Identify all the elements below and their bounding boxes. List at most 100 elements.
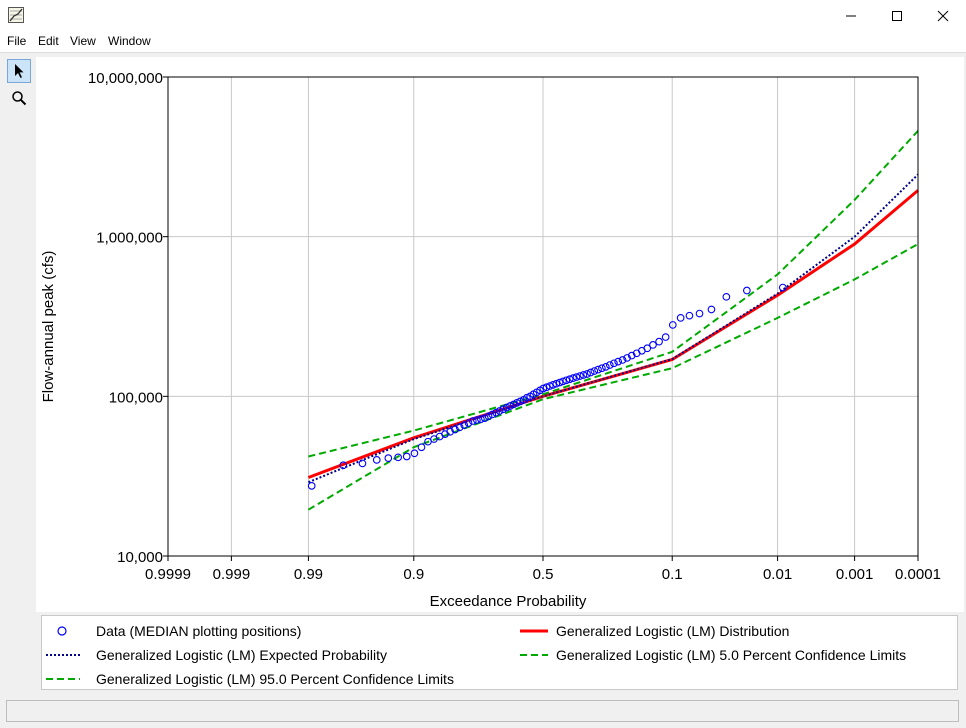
zoom-tool-button[interactable] — [7, 86, 31, 110]
magnifier-zoom-icon — [12, 91, 27, 106]
menu-window[interactable]: Window — [108, 34, 151, 48]
data-point — [655, 337, 663, 346]
data-point — [559, 377, 567, 386]
data-point — [778, 283, 787, 292]
data-point — [685, 311, 694, 320]
data-point — [484, 412, 493, 421]
data-point — [446, 427, 455, 436]
data-point — [417, 443, 426, 452]
data-point — [598, 364, 606, 373]
series-line-2 — [308, 173, 919, 484]
data-point — [488, 410, 497, 419]
maximize-button[interactable] — [874, 0, 920, 31]
data-point — [572, 373, 581, 381]
legend-entry-data: Data (MEDIAN plotting positions) — [50, 620, 301, 642]
legend-label-data: Data (MEDIAN plotting positions) — [96, 623, 302, 639]
x-tick-label: 0.99 — [294, 566, 323, 583]
data-point — [707, 305, 716, 314]
data-point — [402, 452, 411, 461]
data-point — [579, 371, 588, 379]
data-point — [643, 344, 652, 353]
series-line-4 — [307, 243, 919, 511]
data-point — [451, 425, 459, 434]
data-point — [605, 361, 614, 369]
title-bar — [0, 0, 966, 31]
x-tick-label: 0.5 — [533, 566, 554, 583]
data-point — [549, 381, 557, 389]
data-point — [542, 383, 551, 392]
legend-symbol-dotted-line — [46, 654, 80, 656]
data-point — [618, 356, 627, 364]
legend-label-distribution: Generalized Logistic (LM) Distribution — [556, 623, 790, 639]
data-point — [594, 365, 602, 374]
pointer-tool-button[interactable] — [7, 59, 31, 83]
data-point — [307, 482, 316, 490]
menu-edit[interactable]: Edit — [38, 34, 59, 48]
data-point — [477, 415, 485, 423]
data-point — [565, 375, 574, 384]
legend-entry-expected-probability: Generalized Logistic (LM) Expected Proba… — [42, 644, 387, 666]
frequency-curve-chart[interactable]: 0.9999 0.999 0.99 0.9 0.5 0.1 0.01 0.001 0.0001 1… — [36, 57, 964, 612]
data-point — [562, 376, 571, 385]
y-axis-title: Flow-annual peak (cfs) — [40, 251, 57, 403]
x-tick-label: 0.001 — [836, 566, 874, 583]
status-bar — [6, 700, 959, 722]
x-tick-label: 0.0001 — [895, 566, 941, 583]
data-point — [614, 357, 623, 366]
legend-entry-5-percent-limit: Generalized Logistic (LM) 5.0 Percent Co… — [510, 644, 906, 666]
legend-entry-distribution: Generalized Logistic (LM) Distribution — [510, 620, 789, 642]
data-point — [552, 379, 561, 388]
y-tick-label: 10,000,000 — [88, 70, 163, 87]
data-point — [394, 453, 402, 462]
legend-symbol-solid-line — [520, 629, 548, 633]
data-point — [601, 362, 610, 371]
chart-legend: Data (MEDIAN plotting positions) General… — [41, 615, 958, 690]
menu-view[interactable]: View — [70, 34, 96, 48]
legend-label-5-percent-limit: Generalized Logistic (LM) 5.0 Percent Co… — [556, 647, 907, 663]
data-point — [695, 309, 704, 318]
data-point — [623, 354, 631, 362]
data-point — [468, 417, 477, 425]
x-tick-label: 0.9999 — [145, 566, 191, 583]
data-point — [610, 359, 618, 368]
legend-symbol-dashed-line — [46, 678, 80, 680]
data-point — [455, 423, 464, 432]
data-point — [492, 408, 500, 417]
data-point — [576, 372, 584, 380]
y-tick-label: 100,000 — [109, 389, 163, 406]
minimize-button[interactable] — [828, 0, 874, 31]
data-point — [473, 416, 481, 424]
legend-label-expected-probability: Generalized Logistic (LM) Expected Proba… — [96, 647, 388, 663]
data-point — [668, 321, 677, 329]
y-tick-label: 1,000,000 — [96, 230, 163, 247]
minimize-icon — [846, 15, 856, 16]
legend-entry-95-percent-limit: Generalized Logistic (LM) 95.0 Percent C… — [42, 668, 454, 690]
data-point — [372, 456, 381, 464]
data-point — [499, 405, 507, 414]
maximize-icon — [892, 10, 902, 21]
data-point — [583, 370, 591, 378]
x-tick-label: 0.999 — [213, 566, 251, 583]
data-point — [661, 333, 670, 341]
legend-symbol-dashed-line — [520, 654, 548, 656]
data-point — [480, 414, 489, 423]
chart-app-icon[interactable] — [8, 7, 24, 23]
data-point — [586, 368, 595, 377]
legend-symbol-open-circle — [57, 626, 67, 636]
close-icon — [937, 10, 949, 21]
data-point — [495, 407, 504, 415]
data-point — [627, 351, 636, 360]
menu-bar: File Edit View Window — [0, 31, 966, 53]
y-tick-label: 10,000 — [117, 549, 163, 566]
data-point — [464, 419, 473, 427]
data-point — [410, 449, 419, 458]
data-point — [384, 454, 393, 463]
pointer-arrow-icon — [15, 64, 24, 78]
close-button[interactable] — [920, 0, 966, 31]
data-point — [649, 341, 657, 349]
data-point — [545, 382, 554, 390]
menu-file[interactable]: File — [7, 34, 27, 48]
series-line-3 — [308, 130, 919, 458]
data-point — [569, 374, 577, 382]
data-point — [590, 367, 599, 375]
